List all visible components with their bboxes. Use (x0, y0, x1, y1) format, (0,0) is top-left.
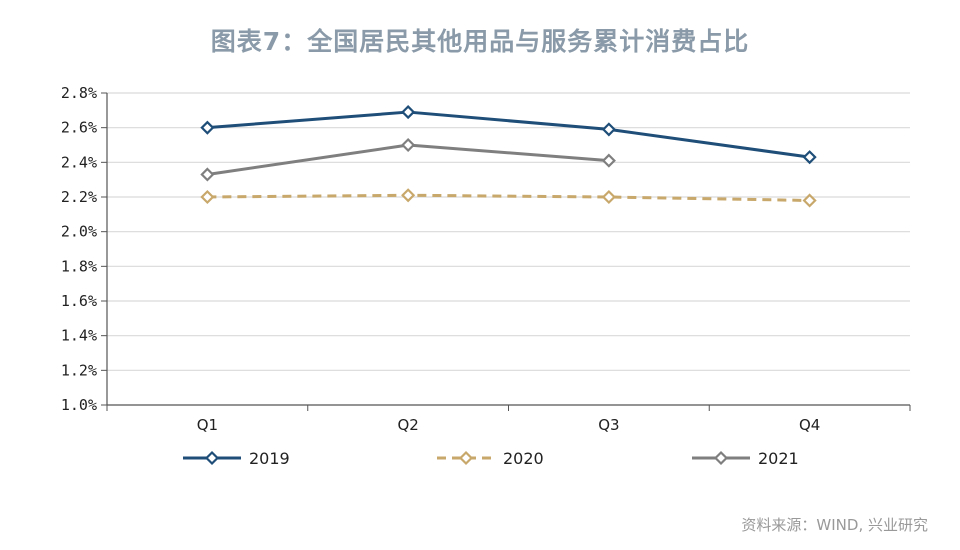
data-point (401, 105, 416, 120)
legend-item-2019: 2019 (183, 449, 290, 468)
data-point (601, 122, 616, 137)
y-tick-label: 2.2% (61, 188, 97, 206)
legend-label: 2020 (503, 449, 544, 468)
gridlines (107, 92, 910, 371)
data-point (601, 189, 616, 205)
series-2021 (200, 137, 616, 182)
y-tick-label: 1.8% (61, 257, 97, 275)
data-point (200, 167, 215, 182)
y-tick-label: 1.0% (61, 396, 97, 414)
legend-marker (458, 450, 474, 466)
source-note: 资料来源：WIND, 兴业研究 (741, 516, 928, 534)
data-point (200, 120, 215, 135)
x-tick-label: Q3 (598, 416, 619, 434)
y-tick-label: 2.4% (61, 153, 97, 171)
x-tick-labels: Q1 Q2 Q3 Q4 (197, 416, 821, 434)
data-point (401, 188, 416, 203)
x-tick-label: Q2 (397, 416, 418, 434)
y-tick-label: 1.4% (61, 327, 97, 345)
data-point (401, 137, 416, 153)
series-2020 (200, 188, 817, 208)
series-2019 (200, 105, 817, 165)
legend-marker (204, 450, 220, 466)
x-tick-label: Q1 (197, 416, 218, 434)
y-tick-label: 1.6% (61, 292, 97, 310)
data-point (802, 150, 817, 165)
legend-label: 2021 (758, 449, 799, 468)
data-point (601, 153, 616, 168)
legend-label: 2019 (249, 449, 290, 468)
y-tick-label: 1.2% (61, 361, 97, 379)
legend: 2019 2020 2021 (183, 449, 799, 468)
series-line (207, 110, 810, 159)
chart-title: 图表7：全国居民其他用品与服务累计消费占比 (210, 27, 750, 56)
axes (101, 92, 911, 411)
y-tick-label: 2.0% (61, 223, 97, 241)
legend-item-2020: 2020 (437, 449, 544, 468)
series-line (207, 193, 810, 202)
data-point (200, 189, 215, 205)
y-tick-label: 2.6% (61, 119, 97, 137)
legend-marker (713, 450, 729, 466)
series-lines (200, 105, 817, 208)
y-tick-labels: 1.0% 1.2% 1.4% 1.6% 1.8% 2.0% 2.2% 2.4% 2.6% 2.8% (61, 84, 97, 414)
data-point (802, 193, 817, 208)
y-tick-label: 2.8% (61, 84, 97, 102)
x-tick-label: Q4 (799, 416, 820, 434)
legend-item-2021: 2021 (692, 449, 799, 468)
